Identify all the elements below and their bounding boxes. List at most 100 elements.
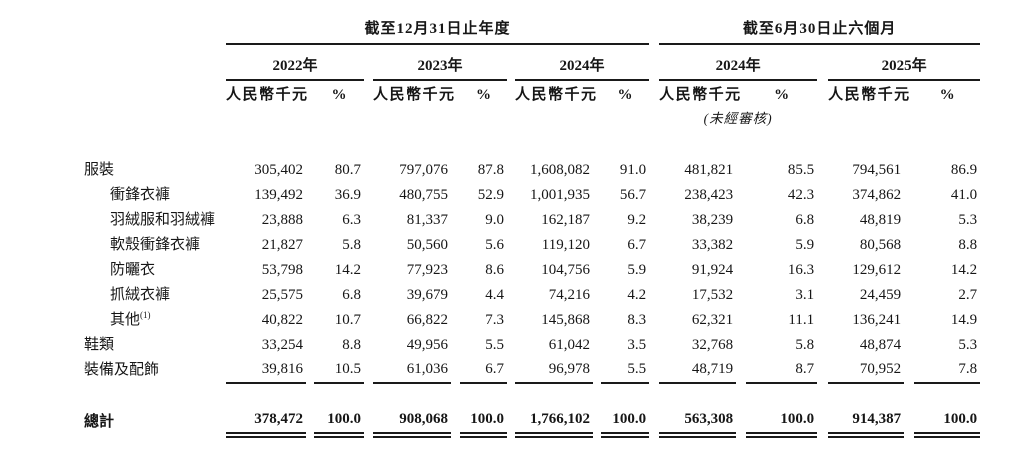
group-gap: [649, 333, 659, 358]
row-label: 總計: [84, 414, 115, 430]
group-gap: [507, 406, 515, 435]
column-gap: [904, 233, 914, 258]
column-gap: [904, 158, 914, 183]
percent-cell: 10.7: [334, 312, 361, 328]
percent-cell: 16.3: [787, 262, 815, 278]
percent-cell: 100.0: [746, 406, 818, 438]
column-gap: [451, 183, 460, 208]
column-gap: [736, 358, 746, 383]
value-cell: 104,756: [541, 262, 590, 278]
row-label: 羽絨服和羽絨褲: [110, 212, 216, 228]
percent-cell: 2.7: [958, 287, 978, 303]
group-gap: [649, 183, 659, 208]
percent-cell: 9.0: [485, 212, 504, 228]
value-cell: 39,816: [226, 358, 306, 384]
value-cell: 74,216: [548, 287, 590, 303]
percent-cell: 3.5: [627, 337, 647, 353]
column-gap: [593, 258, 601, 283]
value-cell: 794,561: [852, 162, 902, 178]
column-gap: [593, 308, 601, 333]
amount-header: 人民幣千元: [515, 87, 598, 103]
column-gap: [593, 158, 601, 183]
percent-cell: 5.8: [342, 237, 361, 253]
percent-cell: 4.4: [485, 287, 504, 303]
group-gap: [817, 80, 828, 107]
year-header-2022: 2022年: [226, 44, 364, 81]
value-cell: 119,120: [541, 237, 590, 253]
column-gap: [593, 208, 601, 233]
percent-cell: 100.0: [914, 406, 981, 438]
percent-cell: 41.0: [950, 187, 978, 203]
column-gap: [451, 333, 460, 358]
group-gap: [364, 358, 373, 383]
group-gap: [817, 358, 828, 383]
percent-cell: 8.8: [342, 337, 361, 353]
column-gap: [306, 258, 314, 283]
group-gap: [364, 183, 373, 208]
value-cell: 24,459: [859, 287, 902, 303]
group-gap: [817, 308, 828, 333]
period-group-annual: 截至12月31日止年度: [226, 10, 650, 45]
period-group-interim: 截至6月30日止六個月: [659, 10, 981, 45]
group-gap: [364, 308, 373, 333]
table-row: 羽絨服和羽絨褲 23,888 6.3 81,337 9.0 162,187 9.2 38,23…: [84, 208, 980, 233]
group-gap: [507, 44, 515, 80]
value-cell: 66,822: [406, 312, 448, 328]
group-gap: [817, 233, 828, 258]
percent-cell: 7.8: [914, 358, 981, 384]
value-cell: 49,956: [406, 337, 448, 353]
table-row: 軟殼衝鋒衣褲 21,827 5.8 50,560 5.6 119,120 6.7 33,382…: [84, 233, 980, 258]
group-gap: [364, 44, 373, 80]
column-gap: [306, 308, 314, 333]
percent-cell: 8.8: [958, 237, 978, 253]
percent-cell: 10.5: [314, 358, 364, 384]
percent-cell: 100.0: [314, 406, 364, 438]
group-gap: [364, 406, 373, 435]
value-cell: 48,874: [859, 337, 902, 353]
percent-cell: 80.7: [334, 162, 361, 178]
table-row: 其他(1) 40,822 10.7 66,822 7.3 145,868 8.3 62,321…: [84, 308, 980, 333]
value-cell: 136,241: [852, 312, 902, 328]
year-header-2025-interim: 2025年: [828, 44, 981, 81]
column-gap: [736, 333, 746, 358]
group-gap: [507, 308, 515, 333]
value-cell: 129,612: [852, 262, 902, 278]
unaudited-note: (未經審核): [703, 111, 773, 126]
percent-cell: 8.7: [746, 358, 818, 384]
table-body: 服裝 305,402 80.7 797,076 87.8 1,608,082 91.0 481…: [84, 158, 981, 438]
group-gap: [507, 258, 515, 283]
group-gap: [507, 158, 515, 183]
column-header-row: 人民幣千元 % 人民幣千元 % 人民幣千元 % 人民幣千元 % 人民幣千元 %: [84, 80, 980, 107]
column-gap: [306, 358, 314, 383]
percent-cell: 6.7: [460, 358, 507, 384]
value-cell: 1,766,102: [515, 406, 593, 438]
percent-cell: 8.6: [485, 262, 504, 278]
value-cell: 21,827: [261, 237, 303, 253]
value-cell: 40,822: [261, 312, 303, 328]
table-row: 防曬衣 53,798 14.2 77,923 8.6 104,756 5.9 91,924 16…: [84, 258, 980, 283]
value-cell: 1,001,935: [530, 187, 590, 203]
value-cell: 25,575: [261, 287, 303, 303]
column-gap: [451, 283, 460, 308]
table-row: 服裝 305,402 80.7 797,076 87.8 1,608,082 91.0 481…: [84, 158, 980, 183]
column-gap: [306, 406, 314, 435]
row-label: 抓絨衣褲: [110, 287, 171, 303]
column-gap: [451, 308, 460, 333]
group-gap: [817, 44, 828, 80]
column-gap: [451, 258, 460, 283]
percent-cell: 42.3: [787, 187, 815, 203]
value-cell: 50,560: [406, 237, 448, 253]
column-gap: [593, 333, 601, 358]
column-gap: [904, 258, 914, 283]
group-gap: [817, 183, 828, 208]
value-cell: 33,254: [261, 337, 303, 353]
group-gap: [507, 233, 515, 258]
amount-header: 人民幣千元: [659, 87, 742, 103]
group-gap: [817, 406, 828, 435]
column-gap: [306, 158, 314, 183]
column-gap: [593, 358, 601, 383]
percent-cell: 91.0: [619, 162, 647, 178]
column-gap: [736, 283, 746, 308]
value-cell: 48,719: [659, 358, 737, 384]
table-row: 抓絨衣褲 25,575 6.8 39,679 4.4 74,216 4.2 17,532 3.1…: [84, 283, 980, 308]
